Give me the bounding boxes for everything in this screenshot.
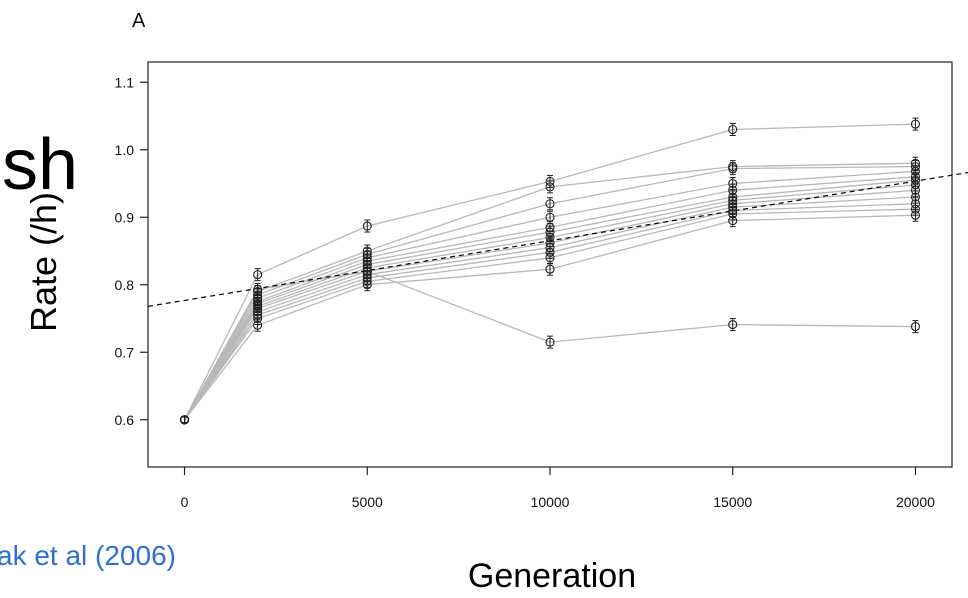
data-point [910,320,921,334]
x-tick-label: 0 [181,494,189,510]
y-tick-label: 0.8 [115,277,135,293]
data-point [253,268,263,282]
data-point [728,214,738,228]
citation-text: ak et al (2006) [0,540,176,571]
x-tick-label: 15000 [713,494,752,510]
y-tick-label: 0.6 [115,412,135,428]
x-tick-label: 20000 [896,494,935,510]
data-point [728,318,738,332]
series-line-5 [183,176,916,421]
data-point [545,180,555,194]
panel-label: A [132,10,146,32]
y-tick-label: 0.7 [115,344,135,360]
series-line-6 [183,179,916,421]
y-tick-label: 0.9 [115,209,135,225]
data-point [728,162,738,176]
trend-line [147,171,968,307]
x-tick-label: 10000 [531,494,570,510]
data-point [253,318,263,332]
series-line-13 [183,270,916,421]
series-line-12 [183,214,916,421]
series-line-2 [183,162,916,421]
data-point [362,278,372,292]
series-line-4 [183,170,916,421]
series-line-10 [183,203,916,421]
series-line-3 [183,165,916,421]
y-axis-label: Rate (/h) [23,192,64,332]
series-line-8 [183,189,916,421]
data-point [910,117,921,131]
series-line-1 [183,123,916,421]
x-axis-label: Generation [468,557,636,595]
data-point [545,335,555,349]
title-fragment: sh [2,125,78,205]
x-tick-label: 5000 [352,494,383,510]
data-point [253,282,263,296]
data-point [545,197,555,211]
series-line-11 [183,208,916,421]
data-point [362,264,372,278]
y-tick-label: 1.0 [115,142,135,158]
data-point [362,219,372,233]
data-point [545,262,555,276]
data-point [179,415,190,425]
data-point [910,208,921,222]
data-point [728,123,738,136]
y-tick-label: 1.1 [115,74,135,90]
series-line-7 [183,184,916,421]
